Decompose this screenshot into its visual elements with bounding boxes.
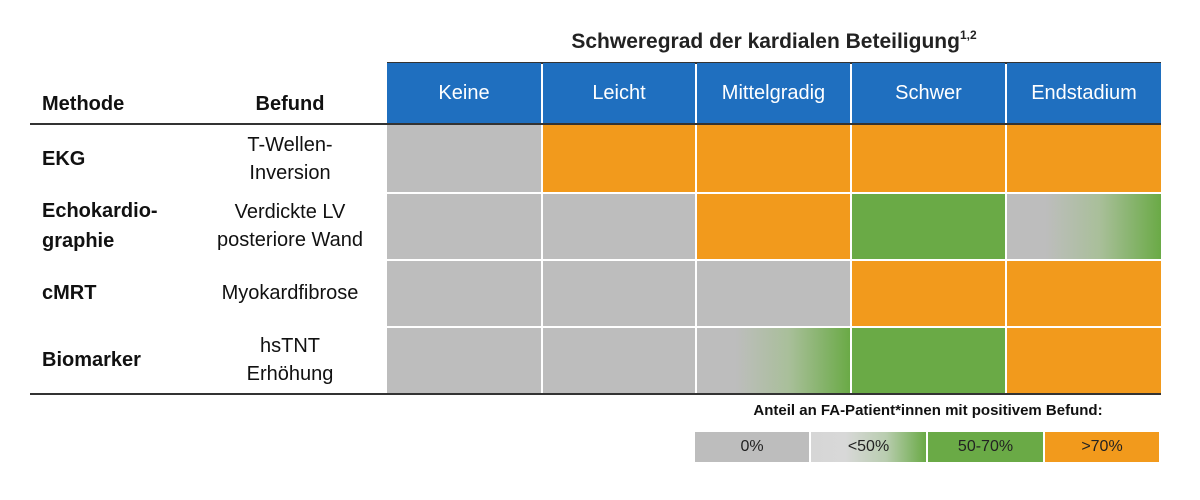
title-superscript: 1,2 [959,28,977,42]
finding-line: posteriore Wand [217,228,363,251]
heatmap-cell [543,328,695,393]
row-method-label: Biomarker [42,326,212,393]
heatmap-cell [387,194,541,259]
heatmap-cell [852,125,1005,192]
column-header-mittelgradig: Mittelgradig [697,63,850,123]
header-bottom-rule [30,123,1161,125]
heatmap-cell [852,261,1005,326]
row-method-label: EKG [42,125,212,192]
row-finding-label: hsTNT Erhöhung [200,326,380,393]
method-line: graphie [42,229,115,252]
legend-title: Anteil an FA-Patient*innen mit positivem… [753,402,1103,419]
finding-line: Myokardfibrose [221,281,359,304]
method-line: Echokardio- [42,199,158,222]
row-finding-label: Myokardfibrose [200,259,380,326]
heatmap-cell [1007,194,1161,259]
heatmap-cell [1007,261,1161,326]
finding-line: T-Wellen- [247,133,333,156]
heatmap-cell [1007,125,1161,192]
legend-item: 0% [695,432,809,462]
column-header-method: Methode [42,93,125,115]
chart-title-text: Schweregrad der kardialen Beteiligung [571,30,960,53]
column-header-endstadium: Endstadium [1007,63,1161,123]
column-header-keine: Keine [387,63,541,123]
heatmap-cell [543,194,695,259]
heatmap-cell [543,125,695,192]
heatmap-cell [387,328,541,393]
heatmap-cell [543,261,695,326]
heatmap-cell [852,194,1005,259]
heatmap-cell [697,125,850,192]
legend-item: >70% [1045,432,1159,462]
heatmap-cell [1007,328,1161,393]
finding-line: Inversion [249,161,331,184]
heatmap-cell [387,125,541,192]
heatmap-cell [387,261,541,326]
legend-item: <50% [811,432,926,462]
column-header-leicht: Leicht [543,63,695,123]
column-header-finding: Befund [255,93,325,115]
row-method-label: cMRT [42,259,212,326]
legend-item: 50-70% [928,432,1043,462]
heatmap-cell [852,328,1005,393]
row-method-label: Echokardio-graphie [42,192,212,259]
method-line: cMRT [42,281,97,304]
method-line: EKG [42,147,86,170]
heatmap-cell [697,194,850,259]
heatmap-cell [697,328,850,393]
method-line: Biomarker [42,348,141,371]
row-finding-label: T-Wellen- Inversion [200,125,380,192]
heatmap-cell [697,261,850,326]
finding-line: Erhöhung [246,362,334,385]
row-finding-label: Verdickte LV posteriore Wand [200,192,380,259]
table-bottom-rule [30,393,1161,395]
column-header-schwer: Schwer [852,63,1005,123]
chart-title: Schweregrad der kardialen Beteiligung1,2 [387,28,1161,54]
finding-line: Verdickte LV [234,200,346,223]
finding-line: hsTNT [260,334,320,357]
